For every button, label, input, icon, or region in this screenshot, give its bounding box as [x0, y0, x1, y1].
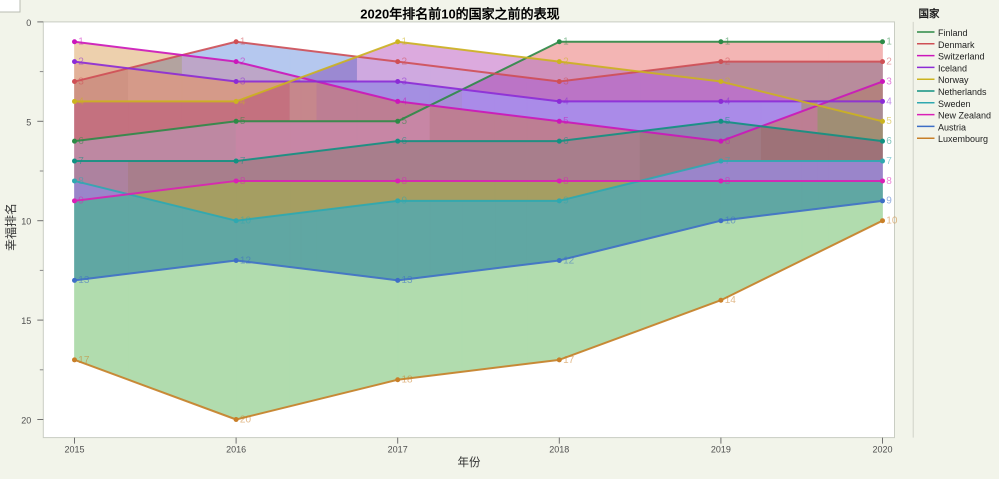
svg-text:Luxembourg: Luxembourg — [938, 134, 988, 144]
svg-text:17: 17 — [78, 355, 90, 366]
svg-text:15: 15 — [21, 316, 31, 326]
svg-text:20: 20 — [21, 416, 31, 426]
svg-text:4: 4 — [402, 96, 408, 107]
svg-text:12: 12 — [240, 255, 252, 266]
svg-text:8: 8 — [725, 176, 731, 187]
svg-text:4: 4 — [240, 96, 246, 107]
svg-text:1: 1 — [402, 37, 408, 48]
svg-text:10: 10 — [21, 217, 31, 227]
svg-text:2: 2 — [402, 57, 408, 68]
svg-text:10: 10 — [886, 216, 898, 227]
svg-text:8: 8 — [563, 176, 569, 187]
svg-text:6: 6 — [725, 136, 731, 147]
svg-text:7: 7 — [78, 156, 84, 167]
svg-text:6: 6 — [78, 136, 84, 147]
svg-text:7: 7 — [240, 156, 246, 167]
svg-text:12: 12 — [563, 255, 575, 266]
svg-text:Finland: Finland — [938, 28, 968, 38]
svg-text:2: 2 — [563, 57, 569, 68]
svg-text:10: 10 — [725, 216, 737, 227]
svg-text:2: 2 — [886, 57, 892, 68]
svg-text:2017: 2017 — [388, 445, 408, 455]
svg-text:8: 8 — [240, 176, 246, 187]
svg-text:2019: 2019 — [711, 445, 731, 455]
svg-text:6: 6 — [563, 136, 569, 147]
svg-text:Iceland: Iceland — [938, 63, 967, 73]
svg-text:2015: 2015 — [64, 445, 84, 455]
svg-text:4: 4 — [563, 96, 569, 107]
svg-text:年份: 年份 — [458, 455, 481, 469]
svg-text:3: 3 — [725, 76, 731, 87]
svg-text:1: 1 — [886, 37, 892, 48]
svg-text:幸福排名: 幸福排名 — [3, 203, 18, 251]
svg-text:5: 5 — [725, 116, 731, 127]
svg-text:9: 9 — [402, 196, 408, 207]
svg-text:6: 6 — [402, 136, 408, 147]
svg-text:8: 8 — [78, 176, 84, 187]
svg-text:7: 7 — [886, 156, 892, 167]
svg-text:13: 13 — [78, 275, 90, 286]
svg-text:2: 2 — [725, 57, 731, 68]
svg-text:14: 14 — [725, 295, 737, 306]
svg-text:Austria: Austria — [938, 122, 966, 132]
svg-text:1: 1 — [563, 37, 569, 48]
svg-text:Netherlands: Netherlands — [938, 87, 987, 97]
svg-text:2: 2 — [78, 57, 84, 68]
svg-text:1: 1 — [240, 37, 246, 48]
svg-text:2020: 2020 — [872, 445, 892, 455]
svg-text:1: 1 — [78, 37, 84, 48]
svg-text:3: 3 — [240, 76, 246, 87]
svg-text:2018: 2018 — [549, 445, 569, 455]
svg-text:8: 8 — [402, 176, 408, 187]
svg-text:7: 7 — [725, 156, 731, 167]
svg-text:9: 9 — [886, 196, 892, 207]
svg-text:2020年排名前10的国家之前的表现: 2020年排名前10的国家之前的表现 — [360, 7, 559, 22]
svg-text:5: 5 — [402, 116, 408, 127]
svg-text:8: 8 — [886, 176, 892, 187]
svg-text:4: 4 — [886, 96, 892, 107]
svg-text:0: 0 — [26, 18, 31, 28]
svg-text:5: 5 — [886, 116, 892, 127]
svg-text:9: 9 — [563, 196, 569, 207]
svg-text:1: 1 — [725, 37, 731, 48]
svg-text:4: 4 — [78, 96, 84, 107]
svg-text:2: 2 — [240, 57, 246, 68]
svg-text:3: 3 — [886, 76, 892, 87]
svg-text:Switzerland: Switzerland — [938, 52, 985, 62]
svg-text:Denmark: Denmark — [938, 40, 975, 50]
svg-text:10: 10 — [240, 216, 252, 227]
svg-text:5: 5 — [563, 116, 569, 127]
svg-text:17: 17 — [563, 355, 575, 366]
svg-text:20: 20 — [240, 414, 252, 425]
svg-text:13: 13 — [402, 275, 414, 286]
svg-text:国家: 国家 — [919, 7, 940, 20]
svg-text:5: 5 — [26, 117, 31, 127]
svg-text:New Zealand: New Zealand — [938, 111, 991, 121]
svg-text:2016: 2016 — [226, 445, 246, 455]
svg-text:3: 3 — [563, 76, 569, 87]
svg-text:Sweden: Sweden — [938, 99, 971, 109]
svg-text:18: 18 — [402, 375, 414, 386]
svg-text:3: 3 — [402, 76, 408, 87]
svg-text:3: 3 — [78, 76, 84, 87]
svg-text:6: 6 — [886, 136, 892, 147]
svg-text:5: 5 — [240, 116, 246, 127]
svg-text:4: 4 — [725, 96, 731, 107]
svg-text:9: 9 — [78, 196, 84, 207]
svg-text:Norway: Norway — [938, 75, 969, 85]
